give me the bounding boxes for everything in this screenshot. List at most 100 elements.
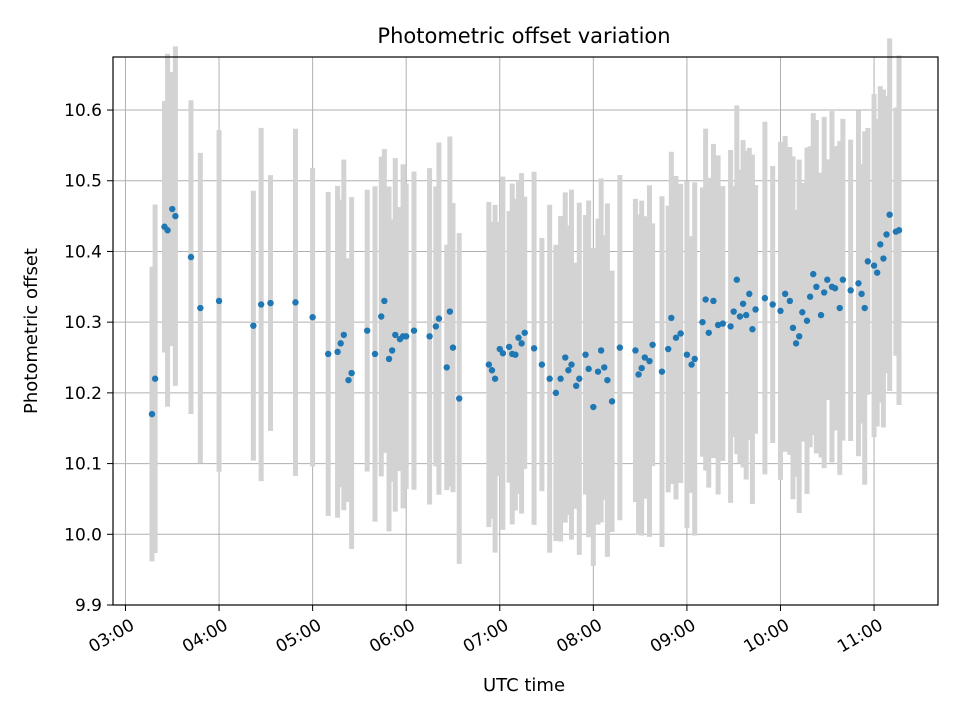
data-point: [325, 350, 332, 358]
y-tick-label: 10.6: [64, 101, 102, 121]
data-point: [292, 299, 299, 306]
data-point: [608, 398, 616, 405]
data-point: [870, 262, 878, 269]
data-point: [505, 343, 513, 351]
data-point: [557, 375, 564, 382]
y-tick-label: 10.3: [64, 313, 102, 333]
data-point: [515, 334, 522, 341]
x-axis-label: UTC time: [483, 675, 565, 696]
data-point: [635, 371, 642, 378]
data-point: [895, 227, 903, 234]
data-point: [187, 253, 195, 261]
data-point: [488, 367, 496, 374]
data-point: [796, 333, 803, 340]
data-point: [530, 345, 538, 352]
data-point: [705, 329, 712, 336]
data-point: [491, 375, 499, 382]
data-point: [364, 327, 371, 334]
data-point: [337, 340, 344, 347]
data-point: [169, 205, 176, 213]
data-point: [880, 255, 887, 262]
data-point: [388, 347, 396, 354]
data-point: [858, 290, 865, 298]
data-point: [664, 345, 672, 353]
data-point: [334, 348, 341, 356]
data-point: [824, 276, 831, 283]
data-point: [649, 341, 656, 348]
data-point: [604, 376, 611, 384]
data-point: [742, 311, 750, 319]
data-point: [381, 297, 388, 305]
y-tick-label: 9.9: [75, 596, 102, 616]
data-point: [730, 308, 737, 315]
data-point: [638, 364, 645, 372]
data-point: [340, 331, 348, 339]
data-point: [164, 227, 171, 234]
data-point: [250, 322, 257, 329]
data-point: [746, 290, 753, 298]
data-point: [257, 301, 265, 308]
data-point: [151, 375, 159, 382]
data-point: [736, 313, 744, 320]
data-point: [443, 364, 450, 371]
data-point: [309, 314, 316, 321]
data-point: [781, 290, 789, 298]
data-point: [752, 306, 759, 313]
data-point: [172, 212, 179, 220]
data-point: [820, 289, 828, 296]
data-point: [761, 294, 769, 302]
data-point: [518, 340, 525, 347]
data-point: [813, 283, 820, 291]
data-point: [806, 293, 814, 300]
data-point: [855, 280, 862, 287]
data-point: [565, 367, 572, 374]
data-point: [512, 351, 519, 358]
data-point: [817, 311, 825, 319]
data-point: [267, 299, 274, 307]
data-point: [886, 211, 893, 218]
data-point: [803, 317, 811, 324]
y-tick-label: 10.0: [64, 525, 102, 545]
data-point: [658, 368, 666, 375]
data-point: [601, 364, 608, 371]
data-point: [691, 355, 698, 363]
chart-title: Photometric offset variation: [377, 24, 670, 48]
data-point: [590, 403, 597, 411]
y-tick-label: 10.5: [64, 172, 102, 192]
data-point: [616, 344, 624, 351]
data-point: [699, 318, 706, 326]
data-point: [215, 297, 223, 305]
data-point: [148, 410, 156, 418]
data-point: [345, 376, 352, 384]
data-point: [710, 297, 717, 305]
data-point: [683, 351, 691, 358]
data-point: [410, 327, 418, 334]
data-point: [836, 304, 843, 312]
data-point: [789, 324, 797, 332]
data-point: [521, 329, 528, 336]
data-point: [572, 382, 580, 389]
data-point: [446, 308, 454, 315]
data-point: [702, 296, 709, 303]
data-point: [769, 301, 776, 308]
data-point: [432, 323, 440, 330]
data-point: [632, 347, 639, 354]
data-point: [597, 347, 605, 354]
data-point: [197, 304, 204, 312]
data-point: [371, 350, 379, 358]
data-point: [864, 258, 872, 265]
data-point: [485, 361, 493, 368]
data-point: [641, 354, 649, 361]
data-point: [873, 269, 881, 276]
data-point: [568, 361, 575, 368]
data-point: [646, 357, 653, 365]
data-point: [792, 340, 800, 347]
data-point: [733, 276, 741, 283]
data-point: [426, 333, 433, 340]
data-point: [378, 313, 385, 320]
data-point: [727, 323, 734, 330]
data-point: [348, 369, 355, 377]
data-point: [861, 304, 868, 312]
data-point: [552, 389, 560, 397]
